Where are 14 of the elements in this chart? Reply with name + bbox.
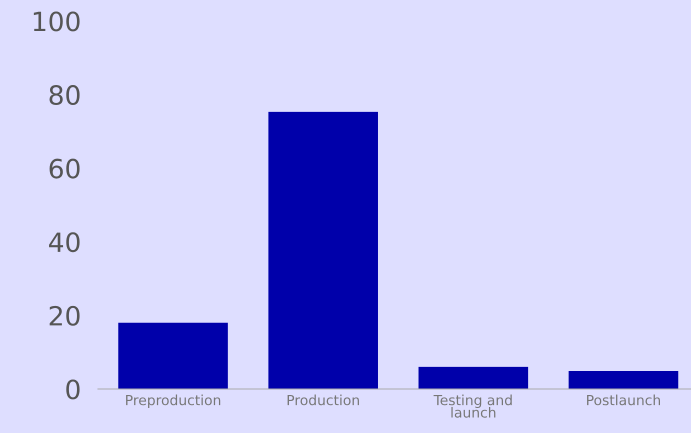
y-tick-label: 100 [34, 11, 80, 32]
x-tick-label: Postlaunch [587, 394, 660, 406]
bar [268, 112, 378, 389]
y-tick-label: 80 [50, 85, 80, 105]
bar [568, 370, 678, 389]
bar [118, 322, 228, 389]
y-tick-label: 60 [50, 158, 80, 179]
x-tick-label: Preproduction [126, 394, 220, 408]
y-tick-label: 0 [66, 379, 80, 400]
x-tick-label: Production [288, 394, 359, 406]
y-tick-label: 40 [49, 232, 80, 252]
bar [418, 366, 528, 389]
x-tick-label: Testing and launch [434, 394, 512, 418]
y-tick-label: 20 [50, 306, 80, 326]
